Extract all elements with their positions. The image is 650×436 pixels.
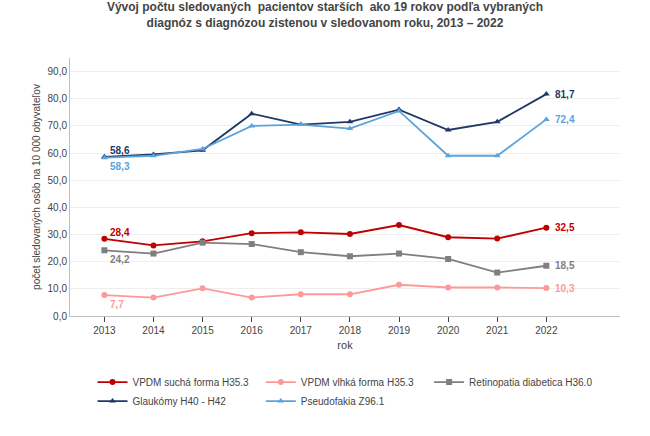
svg-text:24,2: 24,2 xyxy=(110,254,130,265)
svg-text:80,0: 80,0 xyxy=(48,93,68,104)
svg-text:81,7: 81,7 xyxy=(555,89,575,100)
svg-text:90,0: 90,0 xyxy=(48,66,68,77)
svg-text:50,0: 50,0 xyxy=(48,175,68,186)
svg-text:Vývoj počtu sledovaných pacie: Vývoj počtu sledovaných pacientov starší… xyxy=(107,0,543,30)
svg-text:10,0: 10,0 xyxy=(48,283,68,294)
svg-text:2018: 2018 xyxy=(339,325,362,336)
svg-text:28,4: 28,4 xyxy=(110,227,130,238)
svg-text:58,3: 58,3 xyxy=(110,161,130,172)
svg-text:40,0: 40,0 xyxy=(48,202,68,213)
svg-text:2015: 2015 xyxy=(191,325,214,336)
svg-text:rok: rok xyxy=(337,339,353,351)
svg-text:počet sledovaných osôb na 10 0: počet sledovaných osôb na 10 000 obyvate… xyxy=(31,84,42,290)
svg-text:7,7: 7,7 xyxy=(110,299,124,310)
svg-text:30,0: 30,0 xyxy=(48,229,68,240)
svg-text:Glaukómy H40 - H42: Glaukómy H40 - H42 xyxy=(133,396,227,407)
svg-text:72,4: 72,4 xyxy=(555,114,575,125)
svg-text:18,5: 18,5 xyxy=(555,260,575,271)
svg-text:2013: 2013 xyxy=(93,325,116,336)
svg-text:2019: 2019 xyxy=(388,325,411,336)
svg-text:10,3: 10,3 xyxy=(555,283,575,294)
svg-text:VPDM suchá forma H35.3: VPDM suchá forma H35.3 xyxy=(133,377,250,388)
svg-text:2022: 2022 xyxy=(535,325,558,336)
svg-text:Pseudofakia Z96.1: Pseudofakia Z96.1 xyxy=(301,396,385,407)
svg-text:2020: 2020 xyxy=(437,325,460,336)
svg-text:2016: 2016 xyxy=(241,325,264,336)
svg-text:58,6: 58,6 xyxy=(110,145,130,156)
svg-text:0,0: 0,0 xyxy=(53,311,67,322)
svg-text:2014: 2014 xyxy=(142,325,165,336)
svg-text:20,0: 20,0 xyxy=(48,256,68,267)
svg-text:32,5: 32,5 xyxy=(555,222,575,233)
svg-text:60,0: 60,0 xyxy=(48,148,68,159)
svg-text:Retinopatia diabetica H36.0: Retinopatia diabetica H36.0 xyxy=(469,377,592,388)
svg-text:2021: 2021 xyxy=(486,325,509,336)
svg-text:VPDM vlhká forma H35.3: VPDM vlhká forma H35.3 xyxy=(301,377,414,388)
svg-text:70,0: 70,0 xyxy=(48,120,68,131)
svg-text:2017: 2017 xyxy=(290,325,313,336)
